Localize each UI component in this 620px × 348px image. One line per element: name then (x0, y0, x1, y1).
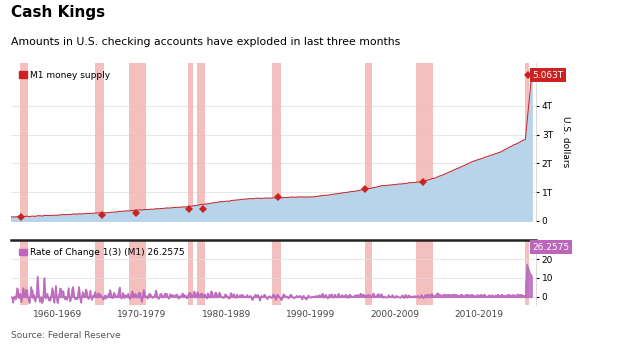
Bar (95, 63, 104, 221)
Text: 26.2575: 26.2575 (533, 243, 570, 252)
Y-axis label: U.S. dollars: U.S. dollars (560, 116, 570, 167)
Legend: M1 money supply: M1 money supply (16, 67, 114, 84)
Bar (129, 63, 146, 221)
Bar (365, 63, 372, 221)
Legend: Rate of Change 1(3) (M1) 26.2575: Rate of Change 1(3) (M1) 26.2575 (16, 245, 188, 261)
Text: 2000-2009: 2000-2009 (370, 310, 419, 319)
Bar (416, 240, 433, 304)
Bar (20, 240, 28, 304)
Text: Cash Kings: Cash Kings (11, 5, 105, 20)
Text: 1960-1969: 1960-1969 (33, 310, 82, 319)
Bar (272, 63, 281, 221)
Text: Amounts in U.S. checking accounts have exploded in last three months: Amounts in U.S. checking accounts have e… (11, 37, 401, 47)
Text: 1980-1989: 1980-1989 (202, 310, 250, 319)
Bar (365, 240, 372, 304)
Text: 1970-1979: 1970-1979 (117, 310, 166, 319)
Bar (525, 240, 529, 304)
Bar (525, 63, 529, 221)
Bar (197, 63, 205, 221)
Bar (129, 240, 146, 304)
Bar (197, 240, 205, 304)
Text: 1990-1999: 1990-1999 (286, 310, 335, 319)
Text: 5.063T: 5.063T (533, 71, 564, 80)
Bar (188, 63, 193, 221)
Bar (416, 63, 433, 221)
Text: Source: Federal Reserve: Source: Federal Reserve (11, 331, 121, 340)
Bar (95, 240, 104, 304)
Bar (20, 63, 28, 221)
Text: 2010-2019: 2010-2019 (454, 310, 503, 319)
Bar (272, 240, 281, 304)
Bar (188, 240, 193, 304)
